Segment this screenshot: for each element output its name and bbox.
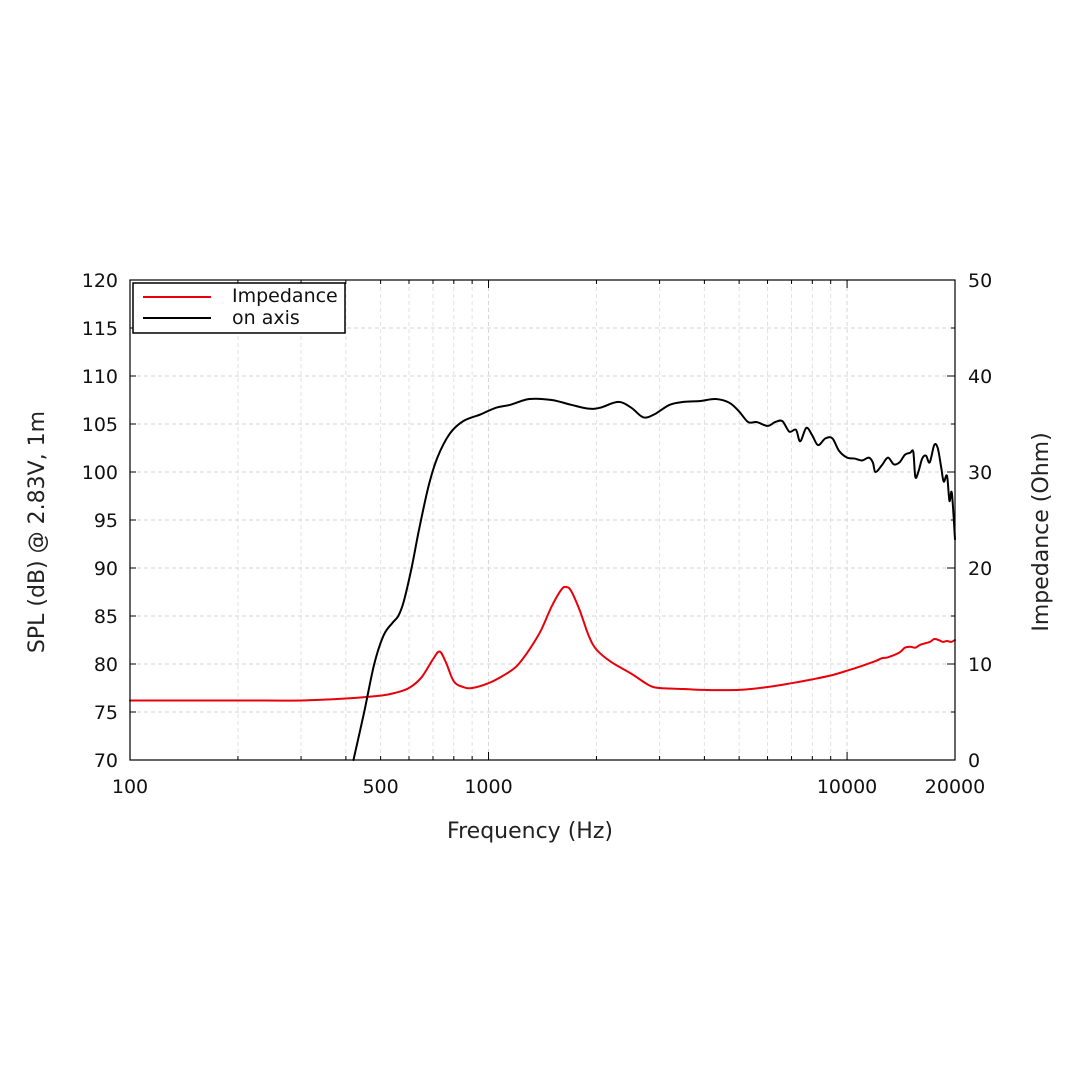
legend-label-impedance: Impedance xyxy=(232,285,338,307)
data-curves xyxy=(129,397,956,761)
y2-tick-label: 10 xyxy=(968,654,992,676)
y-tick-label: 90 xyxy=(94,558,118,580)
x-tick-label: 100 xyxy=(112,776,148,798)
y2-tick-label: 40 xyxy=(968,366,992,388)
y2-tick-label: 30 xyxy=(968,462,992,484)
x-axis-title: Frequency (Hz) xyxy=(447,819,613,844)
y-tick-label: 75 xyxy=(94,702,118,724)
tick-marks xyxy=(130,279,955,761)
y-tick-labels: 70 75 80 85 90 95 100 105 110 115 120 xyxy=(82,270,118,772)
x-tick-label: 10000 xyxy=(817,776,877,798)
legend: Impedance on axis xyxy=(132,282,346,334)
x-tick-label: 500 xyxy=(362,776,398,798)
y2-tick-labels: 0 10 20 30 40 50 xyxy=(968,270,992,772)
y-axis-title: SPL (dB) @ 2.83V, 1m xyxy=(25,411,50,653)
on-axis-spl-curve xyxy=(352,397,956,761)
y-tick-label: 85 xyxy=(94,606,118,628)
x-tick-labels: 100 500 1000 10000 20000 xyxy=(112,776,985,798)
y2-axis-title: Impedance (Ohm) xyxy=(1029,432,1054,631)
x-tick-label: 1000 xyxy=(464,776,512,798)
grid-lines xyxy=(130,280,955,760)
y2-tick-label: 0 xyxy=(968,750,980,772)
y-tick-label: 80 xyxy=(94,654,118,676)
y-tick-label: 105 xyxy=(82,414,118,436)
y2-tick-label: 50 xyxy=(968,270,992,292)
y-tick-label: 115 xyxy=(82,318,118,340)
legend-label-on-axis: on axis xyxy=(232,307,300,329)
y-tick-label: 120 xyxy=(82,270,118,292)
y-tick-label: 110 xyxy=(82,366,118,388)
legend-box xyxy=(132,282,346,334)
y-tick-label: 70 xyxy=(94,750,118,772)
x-tick-label: 20000 xyxy=(925,776,985,798)
y-tick-label: 100 xyxy=(82,462,118,484)
y-tick-label: 95 xyxy=(94,510,118,532)
impedance-curve xyxy=(129,585,956,702)
y2-tick-label: 20 xyxy=(968,558,992,580)
